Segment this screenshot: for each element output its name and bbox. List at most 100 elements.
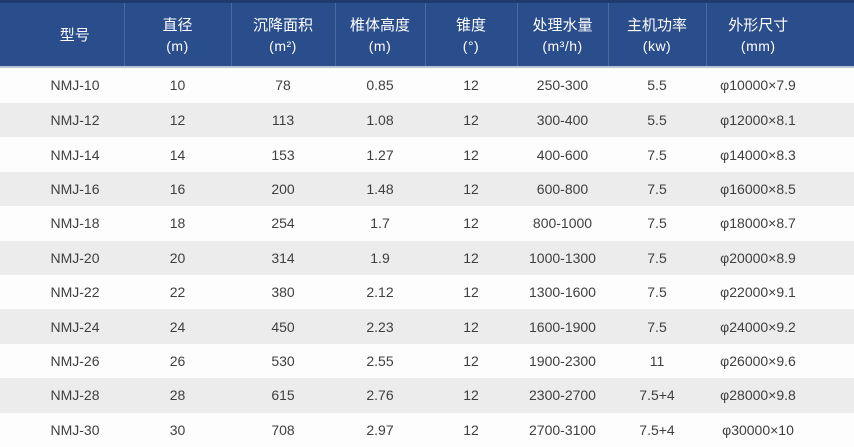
cell-model: NMJ-16 xyxy=(50,181,100,197)
cell-diameter: 28 xyxy=(169,387,186,404)
cell-dimensions: φ24000×9.2 xyxy=(720,318,796,335)
col-title: 沉降面积 xyxy=(252,17,313,35)
cell-diameter: 14 xyxy=(169,146,186,163)
cell-diameter: 18 xyxy=(169,215,186,232)
col-unit: (°) xyxy=(462,38,480,55)
cell-dimensions: φ22000×9.1 xyxy=(720,284,796,301)
cell-water-capacity: 250-300 xyxy=(536,77,589,94)
cell-model: NMJ-28 xyxy=(50,387,100,404)
col-title: 处理水量 xyxy=(532,17,593,35)
table-body: NMJ-10 10 78 0.85 12 250-300 5.5 φ10000×… xyxy=(0,66,854,447)
cell-diameter: 24 xyxy=(169,318,186,335)
table-header: 型号 直径 (m) 沉降面积 (m²) 椎体高度 (m) 锥度 (°) xyxy=(0,0,854,68)
col-header-model: 型号 xyxy=(0,0,124,68)
col-header-taper: 锥度 (°) xyxy=(424,0,517,68)
cell-cone-height: 1.9 xyxy=(370,249,390,266)
table-row: NMJ-18 18 254 1.7 12 800-1000 7.5 φ18000… xyxy=(0,206,854,241)
col-unit: (mm) xyxy=(740,38,776,55)
table-row: NMJ-28 28 615 2.76 12 2300-2700 7.5+4 φ2… xyxy=(0,378,854,413)
cell-settling-area: 254 xyxy=(271,215,295,232)
cell-cone-height: 0.85 xyxy=(366,77,394,94)
cell-dimensions: φ10000×7.9 xyxy=(720,77,796,94)
cell-dimensions: φ20000×8.9 xyxy=(720,249,796,266)
cell-diameter: 16 xyxy=(169,181,186,197)
cell-model: NMJ-18 xyxy=(50,215,100,232)
cell-taper: 12 xyxy=(463,352,479,369)
table-row: NMJ-14 14 153 1.27 12 400-600 7.5 φ14000… xyxy=(0,137,854,172)
cell-water-capacity: 600-800 xyxy=(536,181,589,197)
cell-settling-area: 530 xyxy=(271,352,295,369)
cell-settling-area: 380 xyxy=(271,284,295,301)
cell-diameter: 20 xyxy=(169,249,186,266)
table-row: NMJ-26 26 530 2.55 12 1900-2300 11 φ2600… xyxy=(0,343,854,379)
cell-dimensions: φ26000×9.6 xyxy=(720,352,796,369)
cell-cone-height: 1.27 xyxy=(366,146,394,163)
cell-cone-height: 2.23 xyxy=(366,318,394,335)
table-row: NMJ-10 10 78 0.85 12 250-300 5.5 φ10000×… xyxy=(0,66,854,104)
col-unit: (kw) xyxy=(642,38,672,55)
cell-taper: 12 xyxy=(463,77,479,94)
col-title: 外形尺寸 xyxy=(728,17,789,35)
cell-dimensions: φ12000×8.1 xyxy=(720,112,796,129)
col-header-dimensions: 外形尺寸 (mm) xyxy=(705,0,854,68)
cell-cone-height: 2.97 xyxy=(366,421,394,438)
cell-cone-height: 1.7 xyxy=(370,215,390,232)
col-title: 型号 xyxy=(59,26,90,44)
col-header-motor-power: 主机功率 (kw) xyxy=(607,0,706,68)
cell-model: NMJ-24 xyxy=(50,318,100,335)
cell-cone-height: 2.76 xyxy=(366,387,394,404)
cell-cone-height: 2.55 xyxy=(366,352,394,369)
col-unit: (m²) xyxy=(269,38,297,55)
cell-dimensions: φ16000×8.5 xyxy=(720,181,796,197)
cell-water-capacity: 800-1000 xyxy=(532,215,593,232)
cell-taper: 12 xyxy=(463,387,479,404)
table-row: NMJ-24 24 450 2.23 12 1600-1900 7.5 φ240… xyxy=(0,309,854,344)
cell-cone-height: 1.08 xyxy=(366,112,394,129)
col-unit: (m³/h) xyxy=(542,38,583,55)
cell-dimensions: φ28000×9.8 xyxy=(720,387,796,404)
cell-water-capacity: 400-600 xyxy=(536,146,589,163)
col-title: 主机功率 xyxy=(626,17,687,35)
col-unit: (m) xyxy=(368,38,392,55)
cell-model: NMJ-30 xyxy=(50,421,100,438)
cell-taper: 12 xyxy=(463,215,479,232)
col-title: 锥度 xyxy=(455,17,486,35)
table-row: NMJ-16 16 200 1.48 12 600-800 7.5 φ16000… xyxy=(0,171,854,207)
table-row: NMJ-20 20 314 1.9 12 1000-1300 7.5 φ2000… xyxy=(0,240,854,275)
col-title: 直径 xyxy=(162,17,193,35)
col-unit: (m) xyxy=(166,38,189,55)
col-header-settling-area: 沉降面积 (m²) xyxy=(230,0,335,68)
cell-dimensions: φ14000×8.3 xyxy=(720,146,796,163)
cell-settling-area: 450 xyxy=(271,318,295,335)
cell-taper: 12 xyxy=(463,249,479,266)
cell-motor-power: 11 xyxy=(649,352,665,369)
table-row: NMJ-30 30 708 2.97 12 2700-3100 7.5+4 φ3… xyxy=(0,412,854,447)
col-header-water-capacity: 处理水量 (m³/h) xyxy=(516,0,608,68)
cell-taper: 12 xyxy=(463,112,479,129)
cell-water-capacity: 2300-2700 xyxy=(529,387,596,404)
cell-motor-power: 5.5 xyxy=(647,112,667,129)
cell-motor-power: 7.5+4 xyxy=(639,387,675,404)
cell-water-capacity: 1600-1900 xyxy=(529,318,596,335)
cell-settling-area: 78 xyxy=(275,77,291,94)
cell-model: NMJ-14 xyxy=(50,146,100,163)
cell-settling-area: 153 xyxy=(271,146,295,163)
cell-model: NMJ-26 xyxy=(50,352,100,369)
cell-diameter: 26 xyxy=(169,352,186,369)
cell-motor-power: 7.5 xyxy=(647,249,667,266)
cell-diameter: 22 xyxy=(169,284,186,301)
cell-diameter: 30 xyxy=(169,421,186,438)
cell-water-capacity: 300-400 xyxy=(536,112,589,129)
cell-motor-power: 7.5+4 xyxy=(639,421,675,438)
cell-settling-area: 200 xyxy=(271,181,295,197)
cell-diameter: 12 xyxy=(169,112,186,129)
cell-motor-power: 7.5 xyxy=(647,146,667,163)
cell-settling-area: 314 xyxy=(271,249,295,266)
cell-motor-power: 7.5 xyxy=(647,215,667,232)
cell-water-capacity: 1900-2300 xyxy=(529,352,596,369)
cell-dimensions: φ30000×10 xyxy=(722,421,794,438)
header-row: 型号 直径 (m) 沉降面积 (m²) 椎体高度 (m) 锥度 (°) xyxy=(0,0,854,68)
col-header-diameter: 直径 (m) xyxy=(123,0,231,68)
